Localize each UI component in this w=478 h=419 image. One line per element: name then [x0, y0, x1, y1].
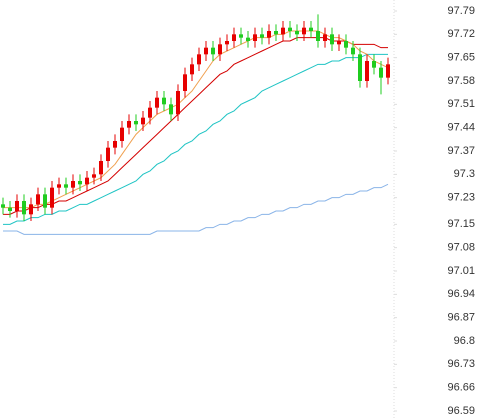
- y-tick-label: 97.44: [447, 122, 475, 134]
- candle-body: [106, 147, 110, 161]
- candle-body: [302, 27, 306, 35]
- candle-body: [155, 97, 159, 108]
- y-tick-label: 96.66: [447, 382, 475, 394]
- candle-body: [1, 204, 5, 208]
- candle-body: [85, 177, 89, 185]
- candle-body: [127, 121, 131, 128]
- candle-body: [218, 44, 222, 55]
- y-tick-label: 97.51: [447, 98, 475, 110]
- candle-body: [358, 54, 362, 81]
- candle-body: [281, 27, 285, 35]
- candle-body: [365, 61, 369, 81]
- candle-body: [148, 107, 152, 118]
- candle-body: [113, 141, 117, 148]
- moving-average-line: [3, 37, 388, 215]
- candle-body: [22, 201, 26, 215]
- candle-body: [169, 104, 173, 115]
- candle-body: [316, 31, 320, 41]
- y-tick-label: 97.72: [447, 28, 475, 40]
- candle-body: [260, 34, 264, 38]
- candle-body: [232, 34, 236, 41]
- candle-body: [50, 187, 54, 208]
- y-tick-label: 97.3: [454, 168, 475, 180]
- candle-body: [309, 27, 313, 31]
- candle-body: [239, 34, 243, 38]
- candle-body: [330, 34, 334, 45]
- candle-body: [43, 194, 47, 208]
- candle-body: [211, 47, 215, 55]
- moving-average-line: [3, 183, 389, 235]
- y-tick-label: 97.23: [447, 192, 475, 204]
- candle-body: [15, 201, 19, 211]
- candle-body: [183, 74, 187, 91]
- candle-body: [71, 181, 75, 188]
- candle-body: [78, 181, 82, 185]
- candle-body: [8, 207, 12, 211]
- y-tick-label: 96.87: [447, 312, 475, 324]
- candle-body: [120, 127, 124, 141]
- candle-body: [57, 184, 61, 188]
- candle-body: [267, 31, 271, 38]
- candle-body: [323, 34, 327, 41]
- candle-body: [176, 91, 180, 115]
- candle-body: [253, 34, 257, 41]
- candle-body: [337, 41, 341, 45]
- candle-body: [162, 97, 166, 105]
- moving-average-line: [3, 30, 389, 209]
- y-tick-label: 96.59: [447, 405, 475, 417]
- y-tick-label: 96.8: [454, 335, 475, 347]
- y-tick-label: 97.37: [447, 145, 475, 157]
- candle-body: [372, 61, 376, 68]
- candle-body: [197, 54, 201, 65]
- candle-body: [29, 204, 33, 215]
- candle-body: [288, 27, 292, 31]
- y-tick-label: 97.65: [447, 52, 475, 64]
- candle-body: [64, 184, 68, 188]
- candle-body: [92, 174, 96, 178]
- candle-body: [204, 47, 208, 55]
- candle-body: [225, 41, 229, 45]
- candle-body: [246, 37, 250, 41]
- y-tick-label: 97.15: [447, 218, 475, 230]
- y-tick-label: 97.08: [447, 242, 475, 254]
- y-tick-label: 97.58: [447, 75, 475, 87]
- y-tick-label: 96.73: [447, 358, 475, 370]
- candle-body: [190, 64, 194, 75]
- candle-body: [295, 31, 299, 35]
- candle-body: [386, 64, 390, 78]
- y-tick-label: 96.94: [447, 288, 475, 300]
- candle-body: [99, 161, 103, 175]
- candle-body: [134, 121, 138, 125]
- candle-body: [344, 41, 348, 48]
- y-tick-label: 97.01: [447, 265, 475, 277]
- candle-body: [379, 67, 383, 78]
- y-tick-label: 97.79: [447, 5, 475, 17]
- candle-body: [141, 117, 145, 125]
- moving-average-line: [3, 53, 388, 225]
- candle-body: [36, 194, 40, 205]
- candle-body: [351, 47, 355, 55]
- candle-body: [274, 31, 278, 35]
